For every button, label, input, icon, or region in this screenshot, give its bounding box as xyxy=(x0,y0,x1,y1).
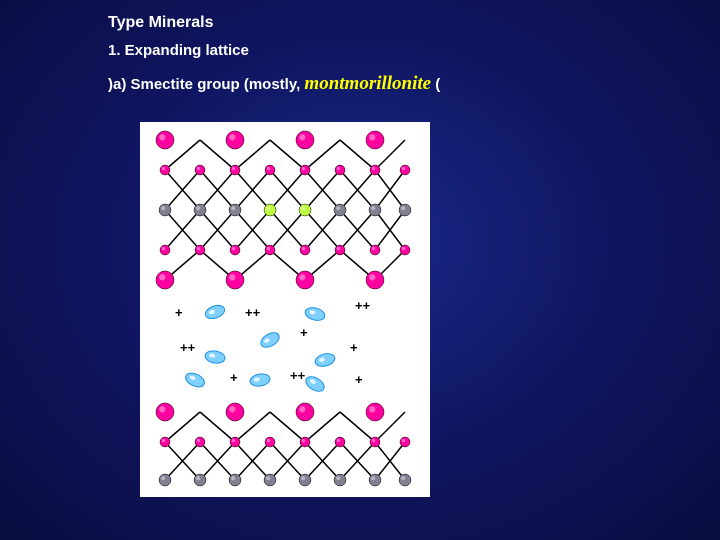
svg-text:++: ++ xyxy=(180,340,196,355)
svg-text:+: + xyxy=(350,340,358,355)
svg-text:++: ++ xyxy=(245,305,261,320)
svg-text:+: + xyxy=(230,370,238,385)
svg-text:++: ++ xyxy=(355,298,371,313)
svg-text:++: ++ xyxy=(290,368,306,383)
svg-text:+: + xyxy=(355,372,363,387)
line-3: )a) Smectite group (mostly, montmorillon… xyxy=(108,73,720,95)
line3-prefix: )a) Smectite group (mostly, xyxy=(108,76,304,93)
svg-text:+: + xyxy=(175,305,183,320)
line3-suffix: ( xyxy=(431,76,440,93)
highlight-mont: montmorillonite xyxy=(304,73,431,94)
bullet-1: 1. Expanding lattice xyxy=(108,42,720,59)
slide-title: Type Minerals xyxy=(108,14,720,32)
lattice-diagram: +++++++++++++ xyxy=(140,122,430,497)
svg-text:+: + xyxy=(300,325,308,340)
